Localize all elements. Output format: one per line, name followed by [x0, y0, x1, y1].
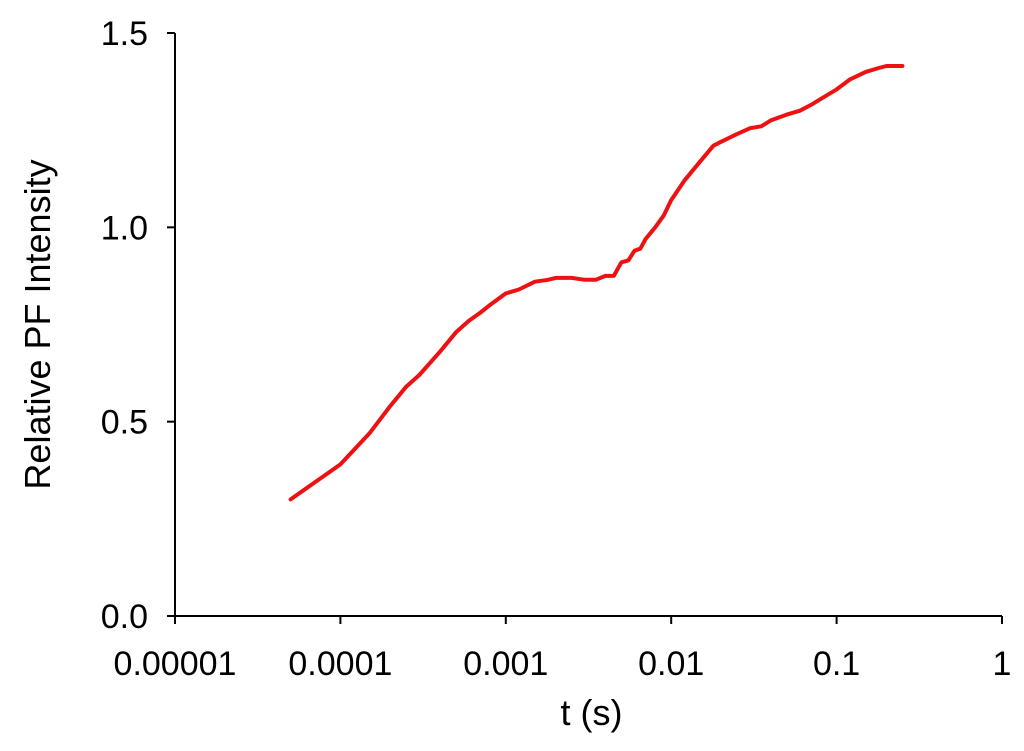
x-tick-label: 0.01 [638, 645, 704, 683]
y-tick-label: 1.0 [101, 209, 148, 247]
y-axis-ticks: 0.0 0.5 1.0 1.5 [101, 15, 175, 636]
y-tick-label: 1.5 [101, 15, 148, 53]
x-axis-title: t (s) [561, 692, 623, 733]
x-tick-label: 0.0001 [288, 645, 392, 683]
series-line [288, 64, 905, 502]
x-tick-label: 0.00001 [114, 645, 237, 683]
y-axis-title: Relative PF Intensity [17, 159, 58, 489]
x-axis-ticks: 0.00001 0.0001 0.001 0.01 0.1 1 [114, 616, 1012, 683]
x-tick-label: 1 [993, 645, 1012, 683]
series-layer [288, 64, 905, 502]
x-tick-label: 0.1 [813, 645, 860, 683]
axes [174, 33, 1002, 617]
y-tick-label: 0.0 [101, 598, 148, 636]
y-tick-label: 0.5 [101, 404, 148, 442]
x-tick-label: 0.001 [463, 645, 548, 683]
